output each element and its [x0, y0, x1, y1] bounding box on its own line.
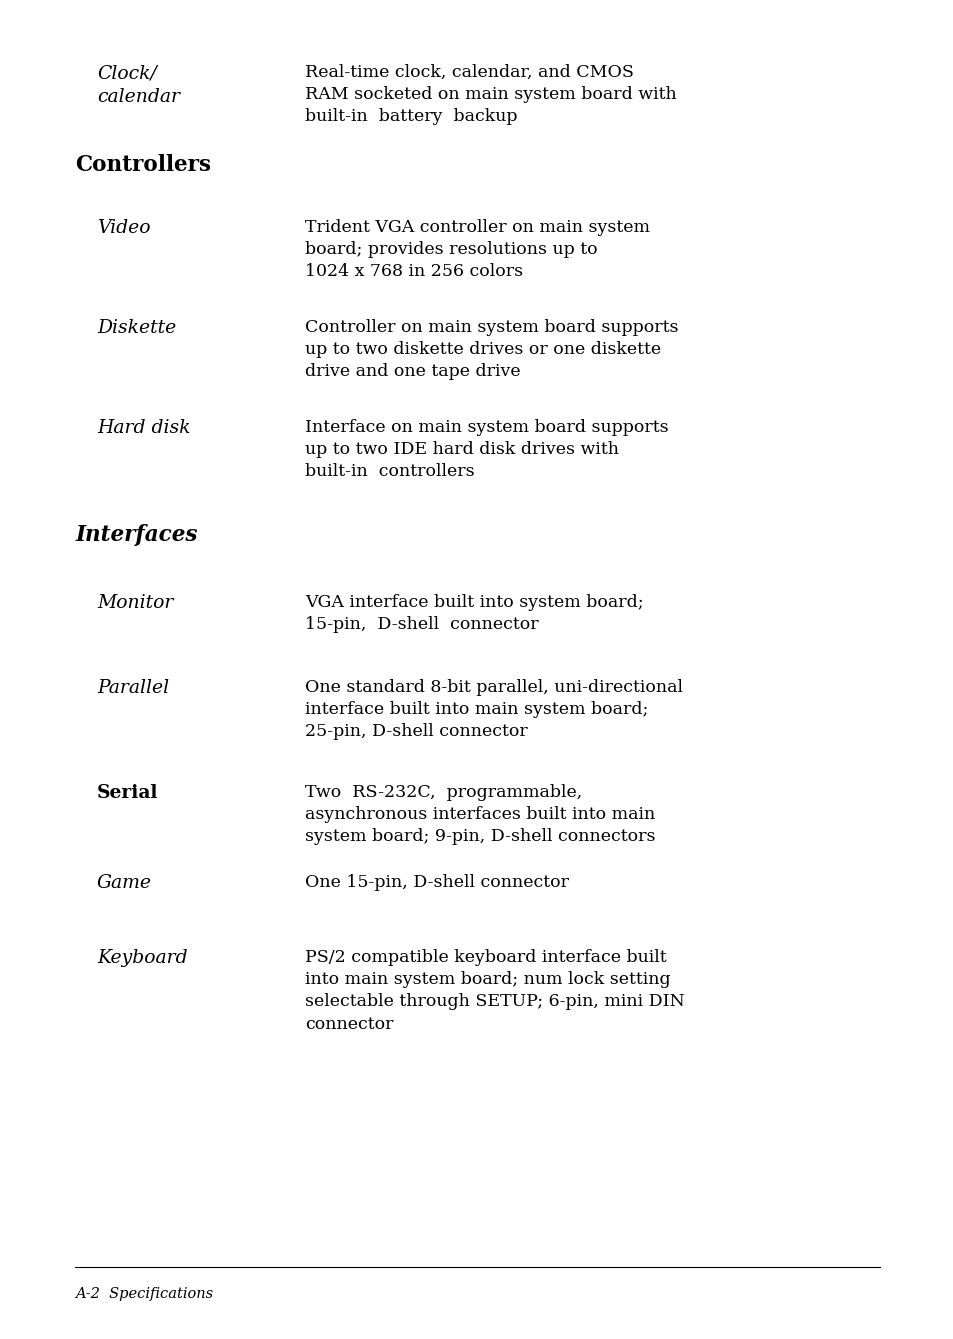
- Text: Serial: Serial: [97, 785, 158, 802]
- Text: Interfaces: Interfaces: [75, 524, 197, 546]
- Text: One 15-pin, D-shell connector: One 15-pin, D-shell connector: [305, 874, 568, 890]
- Text: Interface on main system board supports
up to two IDE hard disk drives with
buil: Interface on main system board supports …: [305, 419, 668, 481]
- Text: Two  RS-232C,  programmable,
asynchronous interfaces built into main
system boar: Two RS-232C, programmable, asynchronous …: [305, 785, 655, 845]
- Text: Trident VGA controller on main system
board; provides resolutions up to
1024 x 7: Trident VGA controller on main system bo…: [305, 220, 649, 280]
- Text: PS/2 compatible keyboard interface built
into main system board; num lock settin: PS/2 compatible keyboard interface built…: [305, 949, 684, 1032]
- Text: Video: Video: [97, 220, 151, 237]
- Text: Diskette: Diskette: [97, 319, 176, 337]
- Text: Monitor: Monitor: [97, 595, 173, 612]
- Text: A-2  Specifications: A-2 Specifications: [75, 1287, 213, 1302]
- Text: One standard 8-bit parallel, uni-directional
interface built into main system bo: One standard 8-bit parallel, uni-directi…: [305, 679, 682, 740]
- Text: Hard disk: Hard disk: [97, 419, 191, 437]
- Text: Clock/
calendar: Clock/ calendar: [97, 64, 180, 106]
- Text: VGA interface built into system board;
15-pin,  D-shell  connector: VGA interface built into system board; 1…: [305, 595, 643, 633]
- Text: Real-time clock, calendar, and CMOS
RAM socketed on main system board with
built: Real-time clock, calendar, and CMOS RAM …: [305, 64, 676, 126]
- Text: Controllers: Controllers: [75, 154, 211, 175]
- Text: Game: Game: [97, 874, 152, 892]
- Text: Parallel: Parallel: [97, 679, 169, 698]
- Text: Controller on main system board supports
up to two diskette drives or one disket: Controller on main system board supports…: [305, 319, 678, 380]
- Text: Keyboard: Keyboard: [97, 949, 188, 967]
